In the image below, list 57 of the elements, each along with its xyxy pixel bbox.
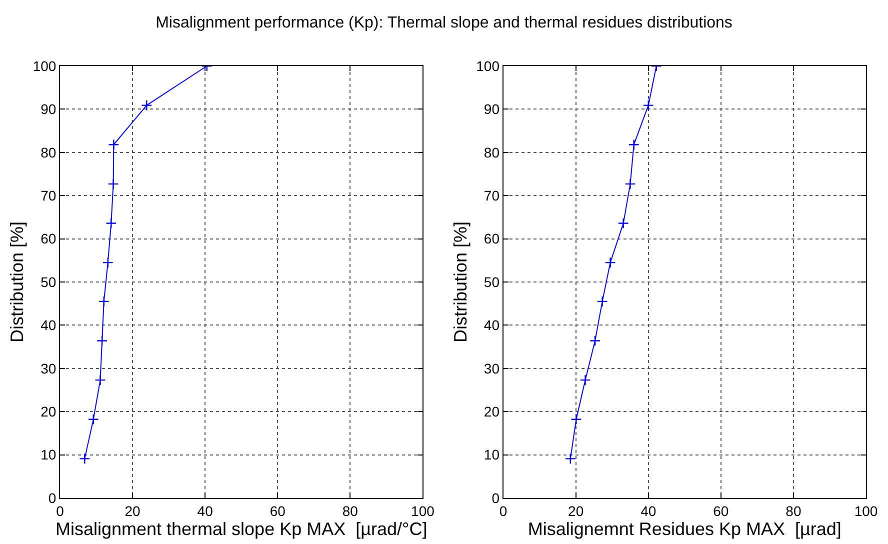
x-tick-label: 100 — [854, 502, 878, 519]
y-tick-label: 30 — [484, 360, 500, 376]
y-tick-label: 0 — [492, 490, 500, 506]
y-tick-label: 90 — [484, 101, 500, 118]
y-tick-label: 10 — [40, 446, 56, 463]
y-tick-label: 100 — [476, 58, 500, 74]
x-tick-label: 40 — [640, 502, 656, 519]
point — [604, 257, 616, 268]
point — [570, 414, 582, 425]
y-tick-label: 50 — [484, 274, 500, 290]
point — [624, 178, 636, 190]
point — [96, 335, 108, 346]
point — [628, 139, 640, 150]
x-tick-label: 20 — [568, 502, 584, 519]
x-tick-label: 60 — [270, 502, 286, 519]
chart-title: Misalignment performance (Kp): Thermal slope and thermal residues distributions — [156, 14, 732, 32]
y-tick-label: 20 — [484, 404, 500, 420]
x-tick-label: 80 — [342, 502, 358, 519]
y-tick-label: 100 — [32, 58, 56, 74]
y-tick-label: 30 — [40, 360, 56, 376]
point — [596, 296, 608, 307]
y-tick-label: 60 — [40, 230, 56, 247]
x-axis-title: Misalignemnt Residues Kp MAX [µrad] — [528, 518, 842, 539]
y-axis-title: Distribution [%] — [7, 221, 28, 343]
point — [79, 453, 90, 464]
point — [642, 100, 654, 111]
point — [94, 374, 106, 386]
x-axis-title: Misalignment thermal slope Kp MAX [µrad/°C] — [55, 518, 428, 539]
point — [106, 218, 117, 229]
point — [88, 414, 99, 425]
point — [590, 335, 601, 346]
y-tick-label: 70 — [40, 188, 56, 204]
y-tick-label: 60 — [484, 230, 500, 247]
x-tick-label: 100 — [411, 502, 435, 519]
point — [108, 139, 120, 150]
x-tick-label: 20 — [124, 502, 141, 519]
point — [564, 453, 576, 464]
y-tick-label: 80 — [40, 144, 56, 160]
point — [98, 296, 110, 307]
y-tick-label: 40 — [40, 317, 56, 334]
y-tick-label: 40 — [484, 317, 500, 334]
y-tick-label: 50 — [40, 274, 56, 290]
point — [618, 218, 629, 229]
point — [102, 257, 114, 268]
point — [580, 374, 591, 386]
x-tick-label: 40 — [197, 502, 214, 519]
point — [108, 178, 119, 190]
x-tick-label: 80 — [786, 502, 802, 519]
y-tick-label: 10 — [484, 446, 500, 463]
y-tick-label: 80 — [484, 144, 500, 160]
x-tick-label: 60 — [713, 502, 729, 519]
point — [141, 100, 152, 111]
y-tick-label: 70 — [484, 188, 500, 204]
y-tick-label: 20 — [40, 404, 56, 420]
y-axis-title: Distribution [%] — [450, 221, 470, 343]
y-tick-label: 0 — [48, 490, 56, 506]
y-tick-label: 90 — [40, 101, 56, 118]
